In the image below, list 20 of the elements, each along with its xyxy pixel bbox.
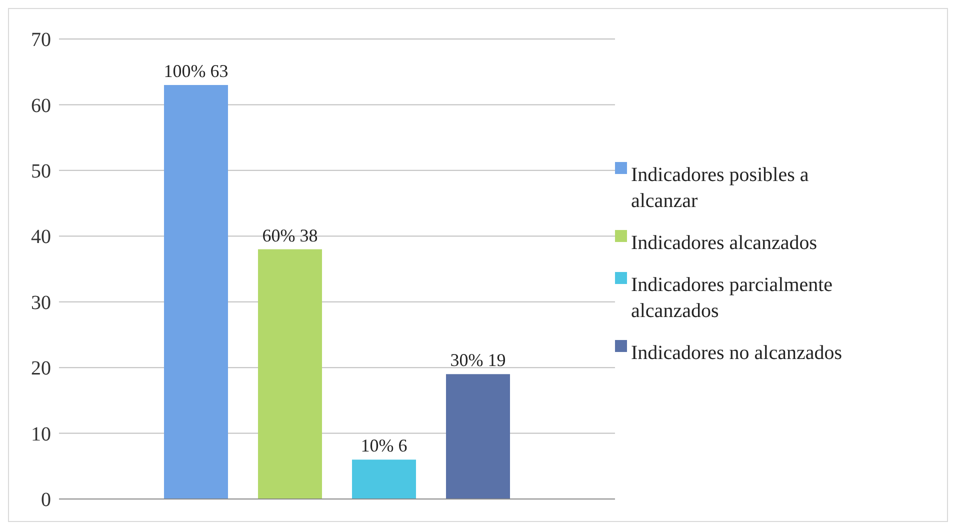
y-tick-label: 40 xyxy=(31,226,51,248)
data-label: 60% 38 xyxy=(262,225,318,246)
y-tick-label: 60 xyxy=(31,94,51,117)
legend-label: Indicadores posibles a alcanzar xyxy=(631,163,810,214)
data-label: 10% 6 xyxy=(360,436,408,456)
legend-label: Indicadores alcanzados xyxy=(631,231,818,256)
y-tick-label: 20 xyxy=(31,358,51,380)
legend-label: Indicadores parcialmente alcanzados xyxy=(631,273,834,324)
bar xyxy=(446,374,510,499)
data-label: 100% 63 xyxy=(164,61,228,81)
legend-label: Indicadores no alcanzados xyxy=(631,341,844,366)
bar xyxy=(352,460,416,499)
y-tick-label: 10 xyxy=(31,423,51,446)
data-label: 30% 19 xyxy=(450,350,506,370)
y-tick-label: 0 xyxy=(41,489,51,512)
bar xyxy=(258,249,322,499)
bar xyxy=(164,85,228,499)
y-tick-label: 50 xyxy=(31,160,51,183)
y-tick-label: 70 xyxy=(31,29,51,52)
y-tick-label: 30 xyxy=(31,292,51,314)
